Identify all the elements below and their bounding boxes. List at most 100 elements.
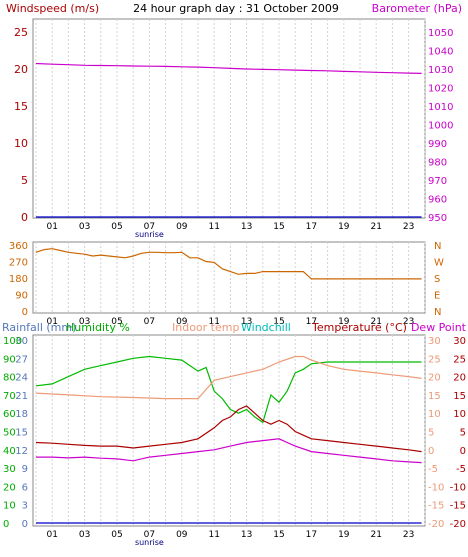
legend-temperature: Temperature (°C) [311, 321, 407, 334]
humidity-tick-label: 60 [3, 409, 16, 420]
rainfall-tick-label: 30 [15, 336, 28, 347]
barometer-tick-label: 1010 [428, 102, 453, 113]
rainfall-tick-label: 9 [22, 464, 28, 475]
rainfall-tick-label: 0 [22, 519, 28, 530]
x-tick-label: 11 [208, 530, 219, 540]
barometer-axis-label: Barometer (hPa) [372, 2, 462, 15]
temperature-panel-legend: Rainfall (mm) Humidity % Indoor temp Win… [2, 321, 467, 334]
legend-indoor-temp: Indoor temp [172, 321, 239, 334]
indoor-temp-tick-label: 30 [428, 336, 441, 347]
direction-tick-label: 90 [15, 291, 28, 302]
rainfall-tick-label: 21 [15, 391, 28, 402]
humidity-tick-label: 0 [3, 519, 9, 530]
indoor-temp-tick-label: -15 [428, 501, 444, 512]
x-tick-label: 19 [338, 317, 350, 327]
x-tick-label: 17 [306, 530, 317, 540]
x-tick-label: 19 [338, 222, 350, 232]
plot-frame [32, 334, 426, 527]
windspeed-tick-label: 25 [14, 26, 28, 39]
windspeed-tick-label: 10 [14, 137, 28, 150]
x-tick-label: 17 [306, 222, 317, 232]
series-line [35, 62, 422, 74]
x-tick-label: 15 [273, 530, 284, 540]
indoor-temp-tick-label: -20 [428, 519, 444, 530]
barometer-tick-label: 1000 [428, 121, 453, 132]
windspeed-tick-label: 20 [14, 63, 28, 76]
indoor-temp-tick-label: 0 [428, 446, 434, 457]
temperature-tick-label: -20 [450, 519, 466, 530]
temperature-tick-label: -5 [456, 464, 466, 475]
windspeed-barometer-panel: 01 03 05 07 09 11 13 15 17 19 21 23sunrise051015202… [14, 18, 453, 239]
x-tick-label: 01 [46, 222, 57, 232]
x-tick-label: 15 [273, 222, 284, 232]
direction-tick-label: 0 [22, 307, 28, 318]
rainfall-tick-label: 24 [15, 373, 28, 384]
x-tick-label: 07 [144, 317, 155, 327]
temperature-tick-label: 20 [453, 373, 466, 384]
humidity-tick-label: 80 [3, 373, 16, 384]
x-tick-label: 05 [111, 530, 122, 540]
series-line [35, 355, 422, 400]
barometer-tick-label: 960 [428, 195, 447, 206]
sunrise-label: sunrise [135, 538, 164, 547]
humidity-tick-label: 90 [3, 354, 16, 365]
x-tick-label: 03 [79, 222, 90, 232]
series-line [36, 438, 422, 464]
indoor-temp-tick-label: -5 [428, 464, 438, 475]
rainfall-tick-label: 6 [22, 482, 28, 493]
x-tick-label: 07 [144, 222, 155, 232]
direction-tick-label: 180 [9, 274, 28, 285]
indoor-temp-tick-label: -10 [428, 482, 444, 493]
barometer-tick-label: 1030 [428, 65, 453, 76]
temperature-tick-label: 0 [460, 446, 466, 457]
humidity-tick-label: 100 [3, 336, 22, 347]
x-tick-label: 09 [176, 222, 188, 232]
x-tick-label: 23 [403, 317, 414, 327]
humidity-tick-label: 40 [3, 446, 16, 457]
x-tick-label: 05 [111, 317, 122, 327]
legend-dew-point: Dew Point [411, 321, 467, 334]
temperature-tick-label: 15 [453, 391, 466, 402]
plot-frame [32, 241, 426, 314]
x-tick-label: 07 [144, 530, 155, 540]
rainfall-tick-label: 12 [15, 446, 28, 457]
x-tick-label: 21 [370, 222, 381, 232]
compass-tick-label: W [434, 258, 444, 269]
rainfall-tick-label: 3 [22, 501, 28, 512]
x-tick-label: 01 [46, 530, 57, 540]
legend-humidity: Humidity % [66, 321, 130, 334]
compass-tick-label: S [434, 274, 440, 285]
legend-rainfall: Rainfall (mm) [2, 321, 76, 334]
barometer-tick-label: 1020 [428, 84, 453, 95]
temperature-humidity-panel: 01 03 05 07 09 11 13 15 17 19 21 23sunrise036912151… [3, 334, 466, 547]
x-tick-label: 19 [338, 530, 350, 540]
humidity-tick-label: 50 [3, 428, 16, 439]
barometer-tick-label: 970 [428, 176, 447, 187]
x-tick-label: 13 [241, 530, 252, 540]
humidity-tick-label: 20 [3, 482, 16, 493]
temperature-tick-label: -15 [450, 501, 466, 512]
temperature-tick-label: 25 [453, 354, 466, 365]
direction-tick-label: 360 [9, 241, 28, 252]
humidity-tick-label: 10 [3, 501, 16, 512]
series-line [35, 405, 422, 453]
x-tick-label: 09 [176, 530, 188, 540]
indoor-temp-tick-label: 15 [428, 391, 441, 402]
indoor-temp-tick-label: 20 [428, 373, 441, 384]
barometer-tick-label: 1040 [428, 47, 453, 58]
x-tick-label: 23 [403, 222, 414, 232]
x-tick-label: 13 [241, 222, 252, 232]
temperature-tick-label: 10 [453, 409, 466, 420]
rainfall-tick-label: 27 [15, 354, 28, 365]
windspeed-tick-label: 15 [14, 100, 28, 113]
plot-frame [32, 18, 426, 219]
x-tick-label: 21 [370, 530, 381, 540]
x-tick-label: 05 [111, 222, 122, 232]
rainfall-tick-label: 15 [15, 428, 28, 439]
compass-tick-label: N [434, 307, 441, 318]
windspeed-tick-label: 0 [21, 211, 28, 224]
x-tick-label: 03 [79, 317, 90, 327]
direction-tick-label: 270 [9, 258, 28, 269]
legend-windchill: Windchill [241, 321, 291, 334]
